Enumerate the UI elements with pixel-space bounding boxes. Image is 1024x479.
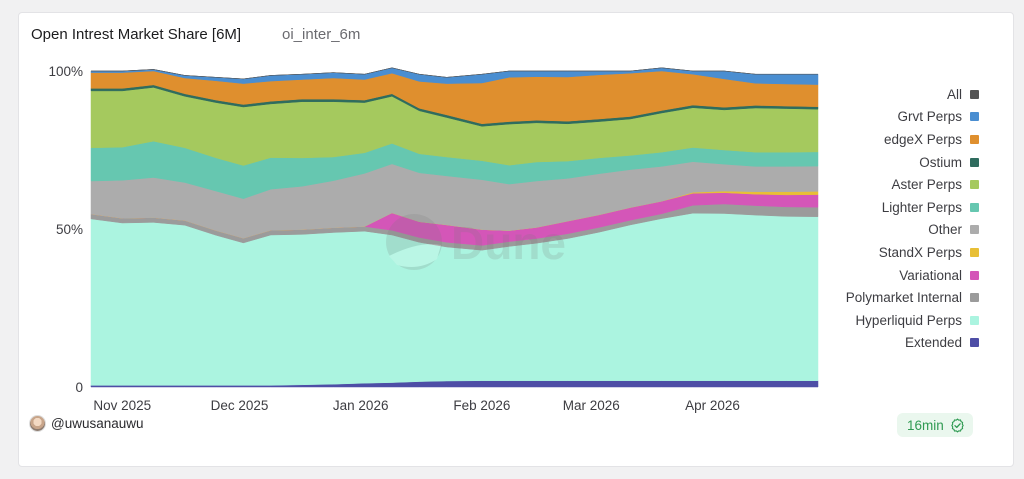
legend-label: Aster Perps [891, 177, 962, 193]
chart-title: Open Intrest Market Share [6M] [31, 26, 242, 43]
legend-label: Hyperliquid Perps [855, 312, 962, 328]
x-tick-label: Jan 2026 [333, 398, 389, 413]
legend-item[interactable]: Aster Perps [819, 173, 979, 196]
legend-label: All [946, 86, 962, 102]
refresh-time: 16min [907, 417, 944, 433]
legend-label: Variational [899, 267, 962, 283]
avatar[interactable] [29, 415, 46, 432]
legend-item[interactable]: Hyperliquid Perps [819, 309, 979, 332]
legend-label: edgeX Perps [883, 131, 962, 147]
legend-swatch [970, 270, 979, 280]
legend-label: Other [928, 222, 962, 238]
legend-swatch [970, 225, 979, 235]
dune-watermark: Dune [386, 214, 566, 270]
area-series-all[interactable] [91, 67, 818, 80]
y-axis: 0 50% 100% [48, 64, 83, 395]
legend-swatch [970, 134, 979, 144]
legend-item[interactable]: Grvt Perps [819, 106, 979, 129]
legend-item[interactable]: Lighter Perps [819, 196, 979, 219]
chart-areas [90, 67, 819, 388]
legend-label: Ostium [919, 154, 962, 170]
legend-item[interactable]: Extended [819, 332, 979, 355]
legend-label: Grvt Perps [897, 109, 962, 125]
x-tick-label: Nov 2025 [93, 398, 151, 413]
legend-label: Extended [904, 335, 962, 351]
legend-swatch [970, 338, 979, 348]
check-circle-icon [951, 417, 964, 433]
author-name[interactable]: @uwusanauwu [51, 416, 144, 431]
legend-item[interactable]: Variational [819, 264, 979, 287]
legend-label: Polymarket Internal [845, 290, 962, 306]
legend-label: Lighter Perps [881, 199, 962, 215]
legend-swatch [970, 202, 979, 212]
author-info[interactable]: @uwusanauwu [29, 415, 144, 432]
legend-swatch [970, 112, 979, 122]
x-tick-label: Dec 2025 [211, 398, 269, 413]
watermark-text: Dune [451, 217, 566, 269]
y-tick-label: 100% [48, 64, 83, 79]
legend-item[interactable]: Polymarket Internal [819, 286, 979, 309]
x-tick-label: Feb 2026 [453, 398, 510, 413]
dune-logo-cut [389, 244, 441, 267]
legend-item[interactable]: edgeX Perps [819, 128, 979, 151]
x-tick-label: Apr 2026 [685, 398, 740, 413]
chart-legend: All Grvt Perps edgeX Perps Ostium Aster Perp… [819, 83, 979, 354]
legend-item[interactable]: Ostium [819, 151, 979, 174]
query-name[interactable]: oi_inter_6m [282, 26, 361, 43]
legend-item[interactable]: Other [819, 219, 979, 242]
legend-swatch [970, 157, 979, 167]
legend-item[interactable]: All [819, 83, 979, 106]
dune-logo-icon [386, 214, 442, 270]
chart-card: Open Intrest Market Share [6M] oi_inter_… [18, 12, 1014, 467]
legend-swatch [970, 293, 979, 303]
legend-swatch [970, 247, 979, 257]
legend-swatch [970, 315, 979, 325]
legend-label: StandX Perps [878, 244, 962, 260]
legend-item[interactable]: StandX Perps [819, 241, 979, 264]
y-tick-label: 0 [75, 380, 83, 395]
refresh-badge[interactable]: 16min [897, 413, 973, 437]
x-axis: Nov 2025 Dec 2025 Jan 2026 Feb 2026 Mar 2026… [93, 398, 739, 413]
x-tick-label: Mar 2026 [563, 398, 620, 413]
y-tick-label: 50% [56, 222, 83, 237]
legend-swatch [970, 180, 979, 190]
legend-swatch [970, 89, 979, 99]
area-chart: 0 50% 100% Nov 2025 Dec 2025 Jan 2026 Feb 202… [48, 64, 819, 413]
